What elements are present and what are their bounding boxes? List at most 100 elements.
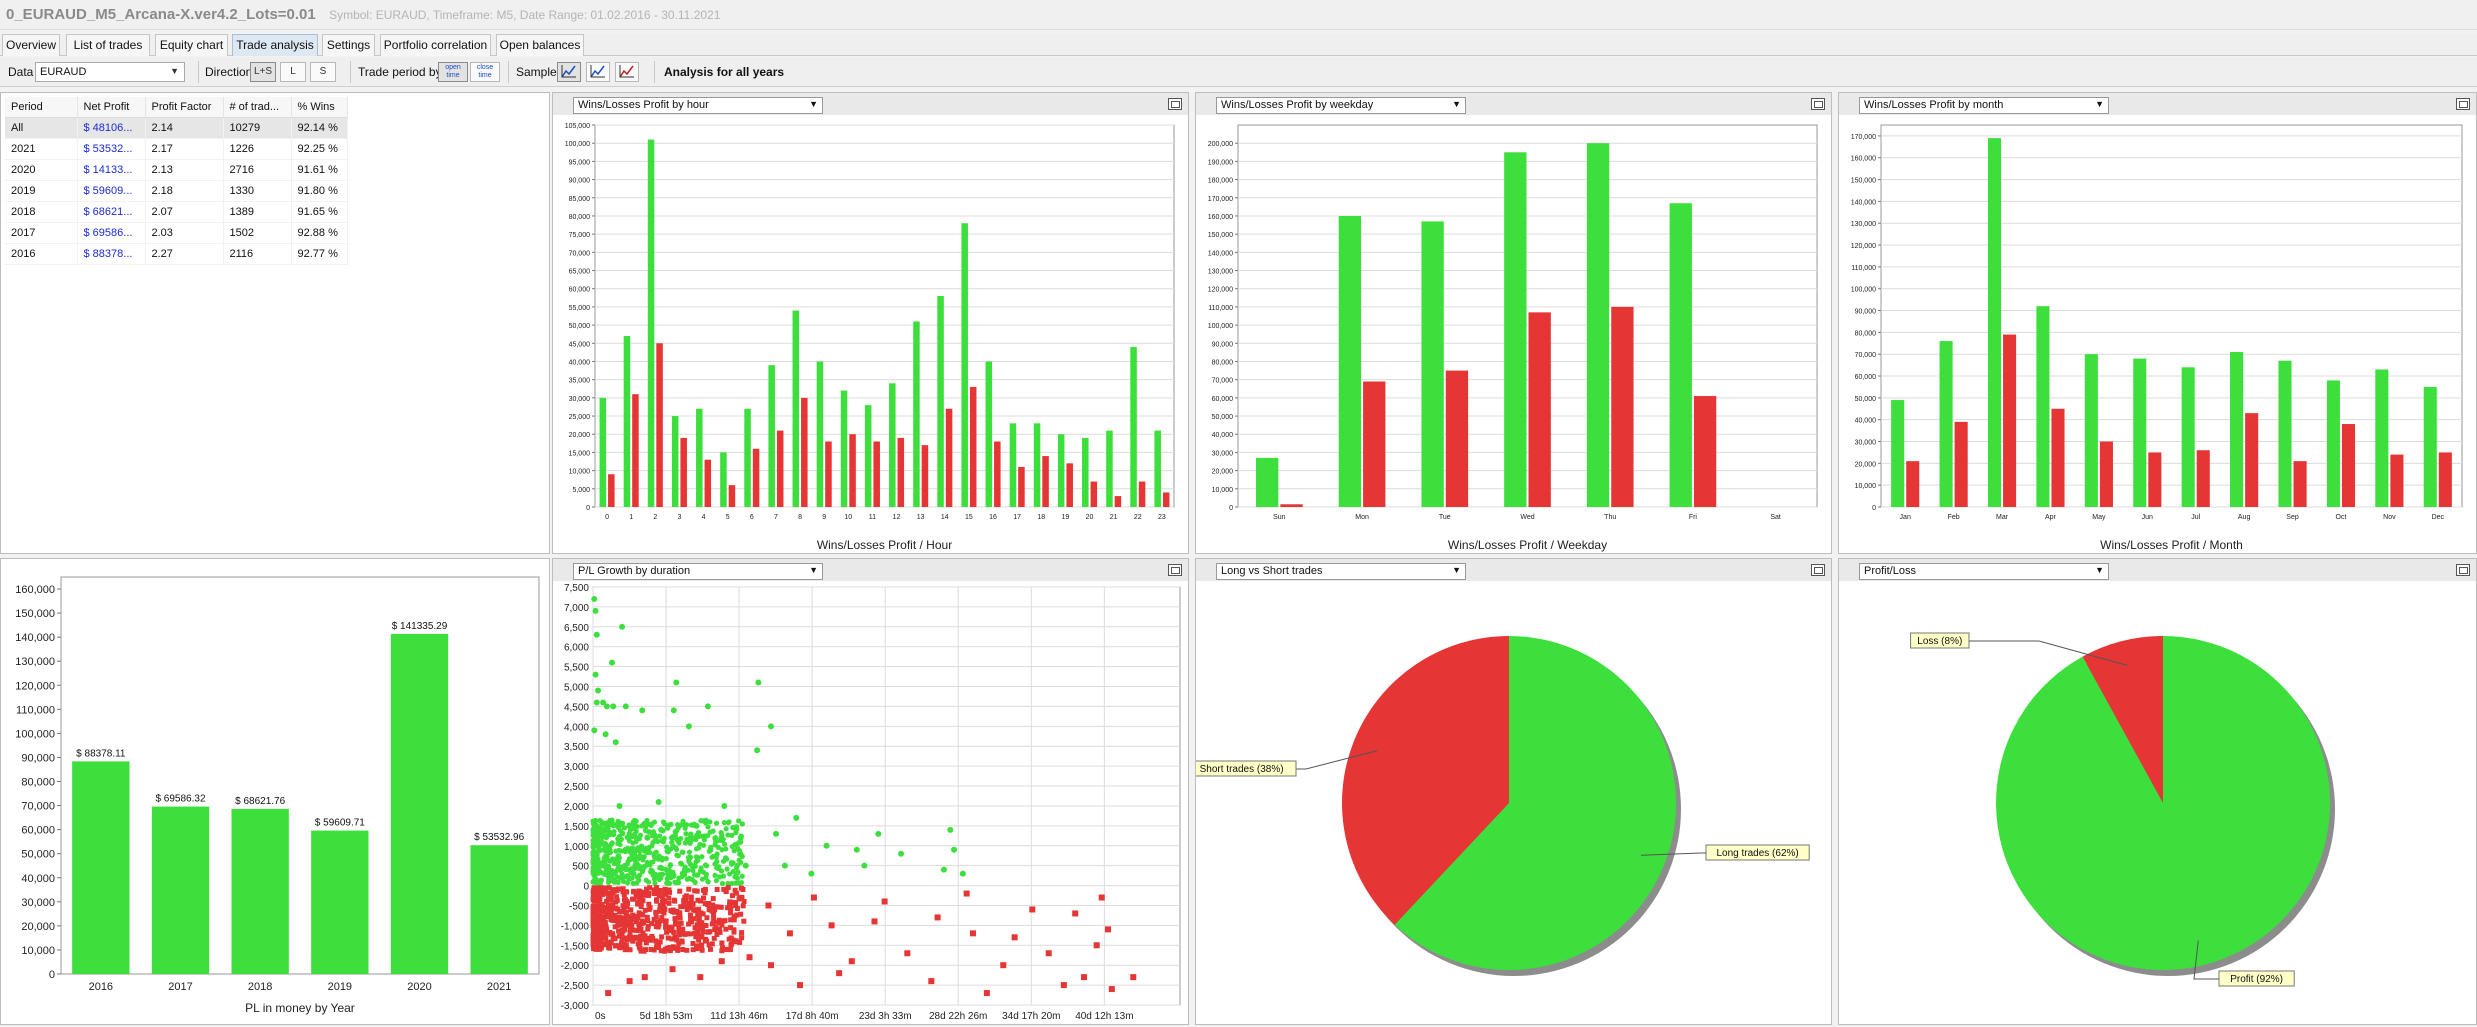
- sample-out-icon[interactable]: [586, 62, 610, 82]
- win-bar: [1891, 400, 1905, 507]
- loss-point: [704, 938, 710, 944]
- loss-point: [605, 903, 611, 909]
- win-point: [754, 747, 761, 754]
- y-tick-label: 60,000: [21, 825, 55, 837]
- win-point: [678, 861, 685, 867]
- data-select[interactable]: EURAUD ▼: [35, 62, 185, 82]
- win-point: [781, 862, 788, 869]
- y-tick-label: 4,500: [564, 702, 589, 713]
- sample-all-icon[interactable]: [615, 62, 639, 82]
- win-point: [594, 852, 600, 859]
- tab-equity-chart[interactable]: Equity chart: [155, 34, 228, 56]
- loss-point: [678, 904, 684, 910]
- win-point: [622, 703, 629, 710]
- win-point: [675, 821, 681, 828]
- tab-list-of-trades[interactable]: List of trades: [66, 34, 150, 56]
- chart-type-select[interactable]: Wins/Losses Profit by month ▼: [1859, 97, 2109, 114]
- y-tick-label: 110,000: [1851, 265, 1876, 272]
- chart-type-select[interactable]: Profit/Loss ▼: [1859, 563, 2109, 580]
- loss-bar: [1018, 466, 1025, 507]
- direction-both-button[interactable]: L+S: [250, 62, 276, 82]
- maximize-icon[interactable]: [2456, 564, 2470, 576]
- win-bar: [1106, 430, 1113, 507]
- table-cell: 2017: [5, 222, 78, 244]
- win-point: [648, 859, 654, 866]
- win-point: [736, 818, 742, 824]
- win-point: [703, 863, 710, 869]
- table-row[interactable]: 2016 $ 88378... 2.27 2116 92.77 %: [5, 243, 348, 265]
- tab-overview[interactable]: Overview: [2, 34, 60, 56]
- loss-bar: [1138, 481, 1146, 507]
- y-tick-label: 2,000: [564, 802, 589, 813]
- direction-long-button[interactable]: L: [280, 62, 306, 82]
- loss-point: [767, 962, 774, 969]
- win-point: [728, 859, 735, 866]
- win-point: [767, 723, 774, 730]
- loss-point: [651, 917, 657, 923]
- loss-point: [654, 885, 660, 891]
- tab-portfolio-correlation[interactable]: Portfolio correlation: [380, 34, 491, 56]
- y-tick-label: 1,500: [564, 822, 589, 833]
- loss-point: [666, 945, 672, 951]
- longshort-chart: Long trades (62%) Short trades (38%): [1196, 581, 1831, 1024]
- y-tick-label: 35,000: [569, 378, 591, 385]
- loss-point: [660, 904, 666, 910]
- maximize-icon[interactable]: [2456, 98, 2470, 110]
- tab-trade-analysis[interactable]: Trade analysis: [232, 34, 318, 56]
- x-tick-label: Aug: [2238, 514, 2251, 521]
- table-row[interactable]: 2018 $ 68621... 2.07 1389 91.65 %: [5, 201, 348, 223]
- table-row[interactable]: 2021 $ 53532... 2.17 1226 92.25 %: [5, 138, 348, 160]
- loss-point: [671, 945, 677, 951]
- loss-point: [715, 904, 721, 910]
- maximize-icon[interactable]: [1168, 564, 1182, 576]
- win-point: [635, 862, 641, 869]
- x-axis-title: PL in money by Year: [245, 1001, 355, 1015]
- win-bar: [2084, 354, 2098, 507]
- table-row[interactable]: 2020 $ 14133... 2.13 2716 91.61 %: [5, 159, 348, 181]
- maximize-icon[interactable]: [1811, 98, 1825, 110]
- table-cell: 92.14 %: [291, 117, 348, 139]
- tab-open-balances[interactable]: Open balances: [496, 34, 584, 56]
- win-point: [624, 873, 630, 879]
- loss-point: [623, 889, 629, 895]
- open-time-button[interactable]: open time: [438, 62, 468, 82]
- column-header-profit-factor[interactable]: Profit Factor: [145, 97, 224, 118]
- loss-point: [659, 934, 665, 940]
- column-header-net-profit[interactable]: Net Profit: [77, 97, 146, 118]
- x-tick-label: 1: [629, 514, 633, 521]
- chart-type-select[interactable]: Wins/Losses Profit by weekday ▼: [1216, 97, 1466, 114]
- win-point: [607, 869, 613, 875]
- win-bar: [1033, 423, 1041, 507]
- loss-point: [635, 941, 641, 947]
- y-tick-label: 120,000: [15, 680, 55, 692]
- chart-type-select[interactable]: P/L Growth by duration ▼: [573, 563, 823, 580]
- chart-type-select[interactable]: Wins/Losses Profit by hour ▼: [573, 97, 823, 114]
- win-point: [611, 877, 617, 883]
- tab-settings[interactable]: Settings: [322, 34, 375, 56]
- win-point: [723, 826, 729, 832]
- loss-point: [590, 939, 596, 945]
- win-bar: [961, 223, 968, 507]
- win-point: [729, 880, 735, 887]
- direction-short-button[interactable]: S: [310, 62, 336, 82]
- column-header-num-trades[interactable]: # of trad...: [223, 97, 292, 118]
- loss-point: [698, 933, 704, 939]
- column-header-period[interactable]: Period: [5, 97, 78, 118]
- y-tick-label: 100,000: [565, 141, 590, 148]
- loss-point: [606, 896, 612, 902]
- loss-point: [710, 920, 716, 926]
- label-box: [1196, 760, 1297, 777]
- loss-bar: [945, 408, 953, 507]
- maximize-icon[interactable]: [1811, 564, 1825, 576]
- loss-point: [647, 905, 653, 911]
- maximize-icon[interactable]: [1168, 98, 1182, 110]
- table-row[interactable]: 2019 $ 59609... 2.18 1330 91.80 %: [5, 180, 348, 202]
- table-row[interactable]: All $ 48106... 2.14 10279 92.14 %: [5, 117, 348, 139]
- sample-in-icon[interactable]: [557, 62, 581, 82]
- close-time-button[interactable]: close time: [470, 62, 500, 82]
- win-bar: [913, 321, 920, 507]
- chart-type-select[interactable]: Long vs Short trades ▼: [1216, 563, 1466, 580]
- loss-point: [605, 890, 611, 896]
- table-row[interactable]: 2017 $ 69586... 2.03 1502 92.88 %: [5, 222, 348, 244]
- column-header-pct-wins[interactable]: % Wins: [291, 97, 348, 118]
